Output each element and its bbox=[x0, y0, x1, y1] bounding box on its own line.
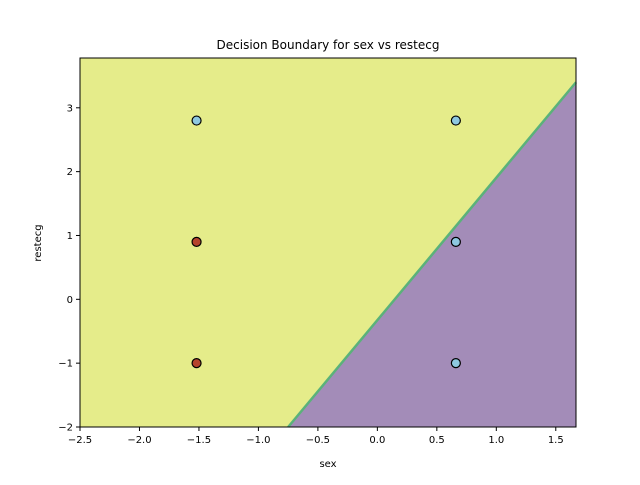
decision-regions bbox=[80, 58, 577, 428]
data-point bbox=[191, 236, 202, 247]
y-tick-label: −1 bbox=[58, 359, 73, 370]
x-tick-label: −2.5 bbox=[68, 435, 92, 446]
data-point bbox=[450, 236, 461, 247]
scatter-points bbox=[191, 115, 461, 369]
y-tick-label: 1 bbox=[67, 231, 73, 242]
x-tick-label: −0.5 bbox=[306, 435, 330, 446]
chart-title: Decision Boundary for sex vs restecg bbox=[217, 38, 440, 52]
x-tick-label: 0.5 bbox=[429, 435, 445, 446]
y-tick-label: 2 bbox=[67, 167, 73, 178]
y-axis: −2 −1 0 1 2 3 bbox=[58, 103, 80, 434]
plot-frame bbox=[79, 57, 577, 428]
data-point bbox=[191, 358, 202, 369]
y-tick-label: 0 bbox=[67, 295, 73, 306]
y-tick-label: −2 bbox=[58, 423, 73, 434]
data-point bbox=[450, 115, 461, 126]
x-tick-label: 1.5 bbox=[548, 435, 564, 446]
y-axis-label: restecg bbox=[33, 224, 44, 261]
x-axis: −2.5 −2.0 −1.5 −1.0 −0.5 0.0 0.5 1.0 1.5 bbox=[68, 427, 564, 446]
y-tick-label: 3 bbox=[67, 103, 73, 114]
boundary-line bbox=[287, 81, 577, 428]
x-tick-label: −1.5 bbox=[187, 435, 211, 446]
x-tick-label: −2.0 bbox=[127, 435, 151, 446]
data-point bbox=[450, 358, 461, 369]
data-point bbox=[191, 115, 202, 126]
x-tick-label: −1.0 bbox=[246, 435, 270, 446]
x-tick-label: 1.0 bbox=[488, 435, 504, 446]
x-axis-label: sex bbox=[319, 459, 336, 470]
x-tick-label: 0.0 bbox=[369, 435, 385, 446]
